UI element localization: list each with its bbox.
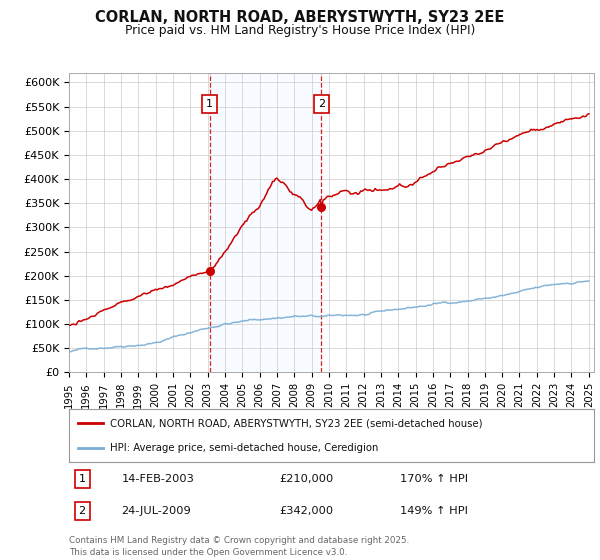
Text: CORLAN, NORTH ROAD, ABERYSTWYTH, SY23 2EE: CORLAN, NORTH ROAD, ABERYSTWYTH, SY23 2E… <box>95 10 505 25</box>
Bar <box>209 73 321 372</box>
Text: 149% ↑ HPI: 149% ↑ HPI <box>400 506 468 516</box>
Text: 24-JUL-2009: 24-JUL-2009 <box>121 506 191 516</box>
Text: 2: 2 <box>79 506 86 516</box>
Text: Price paid vs. HM Land Registry's House Price Index (HPI): Price paid vs. HM Land Registry's House … <box>125 24 475 36</box>
Text: £210,000: £210,000 <box>279 474 333 484</box>
Text: CORLAN, NORTH ROAD, ABERYSTWYTH, SY23 2EE (semi-detached house): CORLAN, NORTH ROAD, ABERYSTWYTH, SY23 2E… <box>110 418 482 428</box>
Text: 1: 1 <box>206 99 213 109</box>
Text: Contains HM Land Registry data © Crown copyright and database right 2025.
This d: Contains HM Land Registry data © Crown c… <box>69 536 409 557</box>
Text: 2: 2 <box>318 99 325 109</box>
Text: £342,000: £342,000 <box>279 506 333 516</box>
Text: 1: 1 <box>79 474 86 484</box>
Text: HPI: Average price, semi-detached house, Ceredigion: HPI: Average price, semi-detached house,… <box>110 442 379 452</box>
Text: 14-FEB-2003: 14-FEB-2003 <box>121 474 194 484</box>
Text: 170% ↑ HPI: 170% ↑ HPI <box>400 474 468 484</box>
